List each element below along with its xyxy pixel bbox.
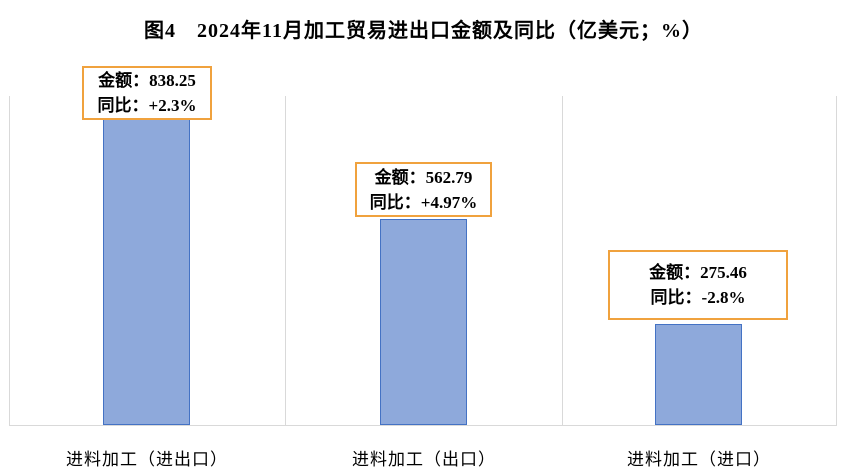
category-label: 进料加工（进出口）	[66, 450, 228, 469]
gridline-right	[836, 96, 837, 425]
bar	[655, 324, 742, 425]
yoy-value: 同比：-2.8%	[650, 288, 746, 307]
data-label-box: 金额：562.79 同比：+4.97%	[355, 162, 492, 217]
bar	[103, 119, 190, 425]
category-label: 进料加工（进口）	[627, 450, 771, 469]
gridline-separator-2	[562, 96, 563, 425]
x-axis-line	[9, 425, 837, 426]
amount-value: 金额：562.79	[374, 167, 473, 187]
gridline-left	[9, 96, 10, 425]
yoy-value: 同比：+4.97%	[369, 192, 478, 212]
amount-value: 金额：838.25	[98, 71, 196, 90]
bar	[380, 219, 467, 425]
data-label-box: 金额：275.46 同比：-2.8%	[608, 250, 788, 320]
data-label-box: 金额：838.25 同比：+2.3%	[82, 66, 212, 120]
yoy-value: 同比：+2.3%	[97, 96, 197, 115]
category-label: 进料加工（出口）	[352, 450, 496, 469]
chart-title: 图4 2024年11月加工贸易进出口金额及同比（亿美元；%）	[144, 20, 703, 42]
gridline-separator-1	[285, 96, 286, 425]
amount-value: 金额：275.46	[649, 263, 747, 282]
